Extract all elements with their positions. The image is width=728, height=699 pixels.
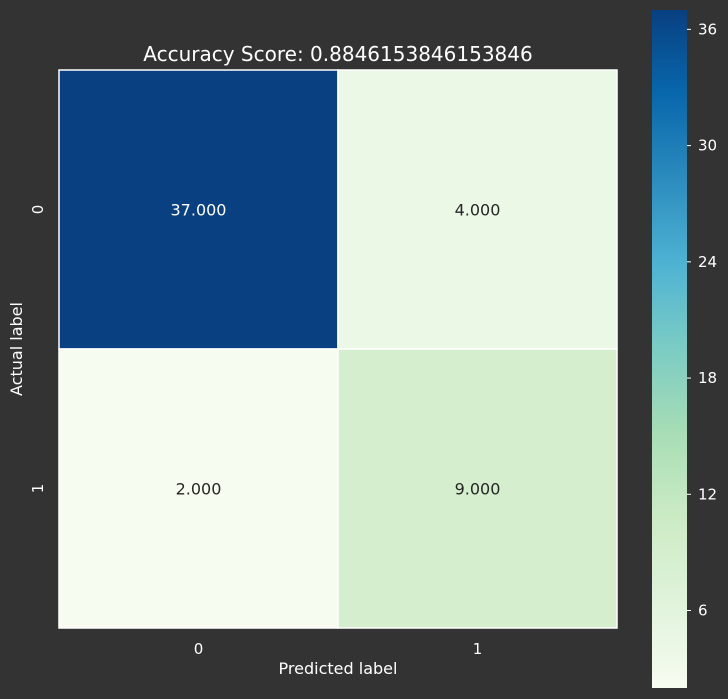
heatmap-cell-0-0 [58,69,339,350]
y-tick-label-1: 1 [29,484,47,494]
colorbar-tick-label-24: 24 [698,253,717,271]
y-axis-label: Actual label [7,302,26,396]
cell-value-label-0-0: 37.000 [171,201,227,220]
x-tick-label-0: 0 [194,640,204,658]
cell-value-label-1-0: 2.000 [176,480,222,499]
cell-value-label-0-1: 4.000 [455,201,501,220]
colorbar-tick-label-12: 12 [698,485,717,503]
heatmap-cell-1-0 [58,348,339,629]
colorbar-tick-label-18: 18 [698,369,717,387]
heatmap-cells: 37.000 4.000 2.000 9.000 [58,69,618,629]
colorbar-tick-label-6: 6 [698,602,708,620]
x-axis-label: Predicted label [279,659,398,678]
y-tick-labels: 01 [29,205,47,494]
colorbar-tick-label-30: 30 [698,137,717,155]
cell-value-label-1-1: 9.000 [455,480,501,499]
heatmap-cell-1-1 [337,348,618,629]
colorbar [652,10,687,688]
x-tick-label-1: 1 [473,640,483,658]
colorbar-ticks: 6 12 18 24 30 36 [687,20,717,620]
heatmap-cell-0-1 [337,69,618,350]
chart-title: Accuracy Score: 0.8846153846153846 [143,42,532,66]
colorbar-tick-label-36: 36 [698,20,717,38]
y-tick-label-0: 0 [29,205,47,215]
